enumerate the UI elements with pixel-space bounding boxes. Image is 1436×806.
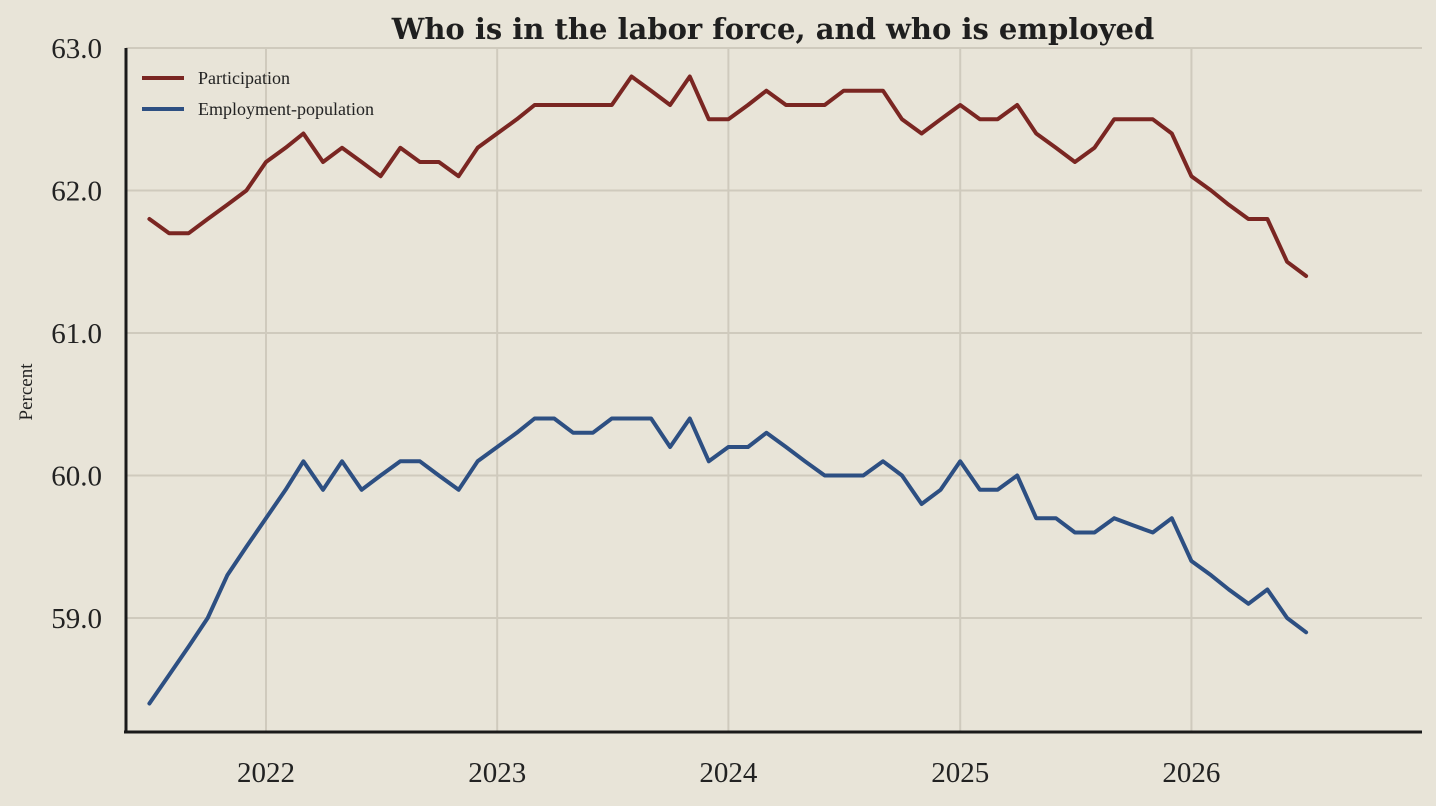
x-tick-labels: 2022 2023 2024 2025 2026 bbox=[237, 757, 1220, 789]
legend: Participation Employment-population bbox=[142, 68, 374, 119]
x-tick-label: 2025 bbox=[931, 757, 989, 789]
x-tick-label: 2026 bbox=[1162, 757, 1220, 789]
legend-label-participation: Participation bbox=[198, 68, 290, 88]
y-axis-label: Percent bbox=[16, 363, 37, 421]
chart-title: Who is in the labor force, and who is em… bbox=[391, 12, 1154, 46]
series-line-employment-population bbox=[147, 416, 1309, 706]
grid-lines bbox=[126, 47, 1422, 732]
y-tick-label: 63.0 bbox=[51, 33, 102, 65]
x-tick-label: 2023 bbox=[468, 757, 526, 789]
series-line-participation bbox=[147, 74, 1309, 278]
x-tick-label: 2022 bbox=[237, 757, 295, 789]
y-tick-label: 59.0 bbox=[51, 603, 102, 635]
x-tick-label: 2024 bbox=[699, 757, 758, 789]
y-tick-label: 61.0 bbox=[51, 318, 102, 350]
y-tick-label: 60.0 bbox=[51, 461, 102, 493]
legend-label-employment-population: Employment-population bbox=[198, 99, 374, 119]
y-tick-labels: 59.0 60.0 61.0 62.0 63.0 bbox=[51, 33, 102, 635]
y-tick-label: 62.0 bbox=[51, 176, 102, 208]
series-lines bbox=[147, 74, 1309, 706]
